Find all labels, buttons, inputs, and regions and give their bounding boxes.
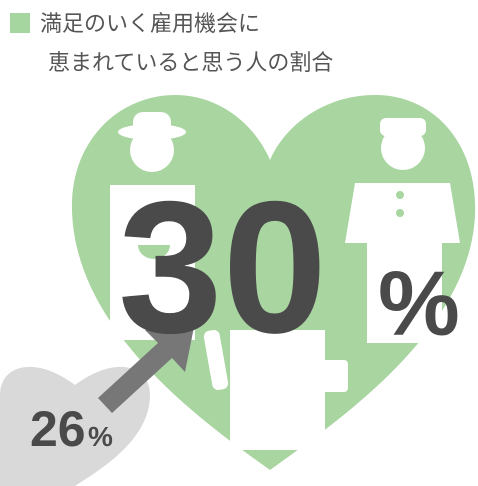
previous-unit: % bbox=[88, 421, 113, 452]
previous-value: 26 bbox=[30, 401, 86, 457]
title-marker bbox=[10, 13, 30, 33]
current-value: 30 bbox=[118, 162, 327, 372]
arrow bbox=[98, 322, 195, 413]
current-unit: % bbox=[378, 253, 460, 355]
figures bbox=[110, 112, 460, 450]
title-line-2: 恵まれていると思う人の割合 bbox=[48, 51, 333, 76]
title-line-1: 満足のいく雇用機会に bbox=[40, 12, 260, 37]
